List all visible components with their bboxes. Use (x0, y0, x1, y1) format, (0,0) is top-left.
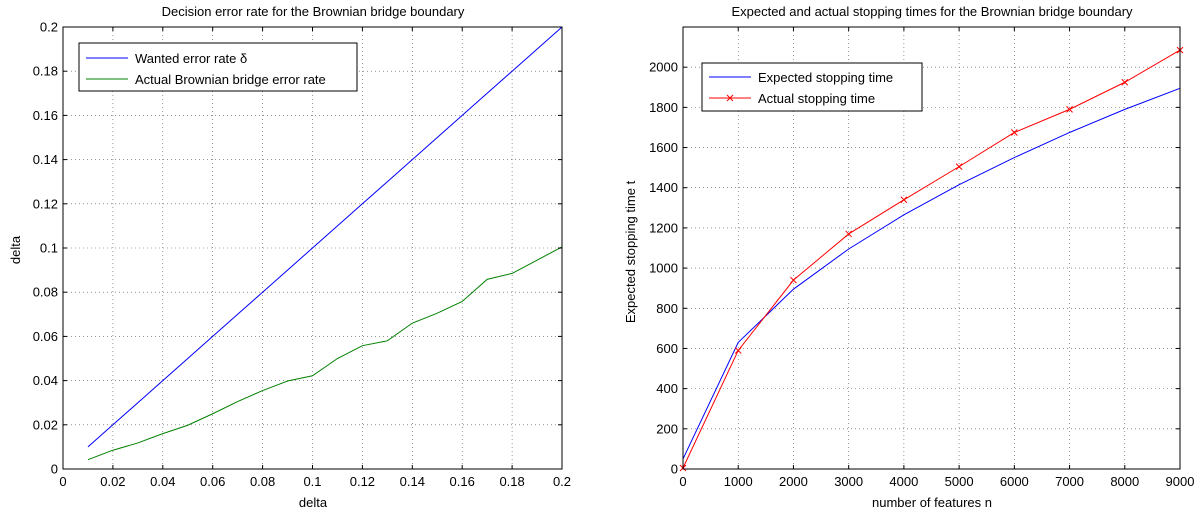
x-tick-label: 6000 (1000, 474, 1029, 489)
x-tick-label: 0.06 (200, 474, 225, 489)
y-tick-label: 0.12 (33, 196, 58, 211)
legend-label-actual: Actual stopping time (758, 91, 875, 106)
y-tick-label: 2000 (649, 60, 678, 75)
ticks (682, 27, 1181, 470)
stopping-time-chart: Expected and actual stopping times for t… (623, 4, 1194, 510)
tick-labels: 0 0.02 0.04 0.06 0.08 0.1 0.12 0.14 0.16 0.18 0.2 0… (33, 20, 571, 490)
x-tick-label: 4000 (889, 474, 918, 489)
x-tick-label: 0.08 (250, 474, 275, 489)
tick-labels: 0 1000 2000 3000 4000 5000 6000 7000 8000 9000 0 20… (649, 60, 1194, 489)
chart-title: Decision error rate for the Brownian bri… (162, 4, 465, 19)
y-tick-label: 400 (656, 381, 678, 396)
series-line-1 (682, 87, 1181, 460)
series-layer (679, 46, 1184, 472)
chart-title: Expected and actual stopping times for t… (731, 4, 1133, 19)
error-rate-chart: Decision error rate for the Brownian bri… (8, 4, 571, 510)
series-line-2 (87, 246, 563, 461)
x-tick-label: 0.04 (150, 474, 175, 489)
y-tick-label: 1800 (649, 100, 678, 115)
data-point-marker (734, 347, 742, 354)
x-tick-label: 0.18 (499, 474, 524, 489)
plot-frame (682, 26, 1181, 470)
x-tick-label: 0.1 (303, 474, 321, 489)
x-tick-label: 0 (679, 474, 686, 489)
x-axis-label: delta (299, 495, 328, 510)
x-tick-label: 0.14 (400, 474, 425, 489)
y-tick-label: 0 (51, 462, 58, 477)
legend: Wanted error rate δ Actual Brownian brid… (78, 42, 358, 92)
x-tick-label: 0.2 (553, 474, 571, 489)
y-tick-label: 0.16 (33, 108, 58, 123)
legend-label-expected: Expected stopping time (758, 70, 893, 85)
x-tick-label: 1000 (724, 474, 753, 489)
grid (63, 27, 562, 469)
y-axis-label: Expected stopping time t (623, 180, 638, 323)
y-tick-label: 800 (656, 301, 678, 316)
y-tick-label: 200 (656, 421, 678, 436)
x-tick-label: 0.02 (100, 474, 125, 489)
y-tick-label: 0.02 (33, 417, 58, 432)
y-tick-label: 0.06 (33, 329, 58, 344)
y-tick-label: 0 (671, 462, 678, 477)
y-tick-label: 0.04 (33, 373, 58, 388)
x-tick-label: 2000 (779, 474, 808, 489)
legend-box (701, 62, 923, 112)
y-tick-label: 0.2 (40, 20, 58, 35)
legend-label-wanted: Wanted error rate δ (135, 51, 247, 66)
x-tick-label: 0.12 (350, 474, 375, 489)
ticks (62, 26, 563, 470)
x-tick-label: 7000 (1055, 474, 1084, 489)
legend-marker-x (726, 94, 734, 102)
x-axis-label: number of features n (872, 495, 992, 510)
data-point-marker (955, 163, 963, 170)
y-tick-label: 1000 (649, 261, 678, 276)
grid (683, 27, 1180, 469)
data-point-marker (790, 276, 797, 284)
data-point-marker (900, 196, 908, 204)
series-line-2 (682, 49, 1181, 469)
y-tick-label: 1200 (649, 220, 678, 235)
y-tick-label: 600 (656, 341, 678, 356)
y-axis-label: delta (8, 235, 23, 264)
legend-box (78, 42, 358, 92)
y-tick-label: 0.14 (33, 152, 58, 167)
y-tick-label: 1400 (649, 180, 678, 195)
series-layer (87, 26, 563, 461)
x-tick-label: 0.16 (450, 474, 475, 489)
series-line-1 (87, 26, 563, 448)
x-tick-label: 3000 (834, 474, 863, 489)
y-tick-label: 0.08 (33, 285, 58, 300)
y-tick-label: 0.18 (33, 64, 58, 79)
x-tick-label: 5000 (945, 474, 974, 489)
legend: Expected stopping time Actual stopping t… (701, 62, 923, 112)
y-tick-label: 1600 (649, 140, 678, 155)
x-tick-label: 8000 (1110, 474, 1139, 489)
legend-label-actual: Actual Brownian bridge error rate (135, 72, 326, 87)
data-point-marker (1121, 78, 1129, 86)
x-tick-label: 0 (59, 474, 66, 489)
data-point-marker (1010, 129, 1018, 136)
data-point-marker (1066, 106, 1073, 113)
x-tick-label: 9000 (1166, 474, 1195, 489)
data-point-marker (845, 230, 853, 238)
y-tick-label: 0.1 (40, 241, 58, 256)
